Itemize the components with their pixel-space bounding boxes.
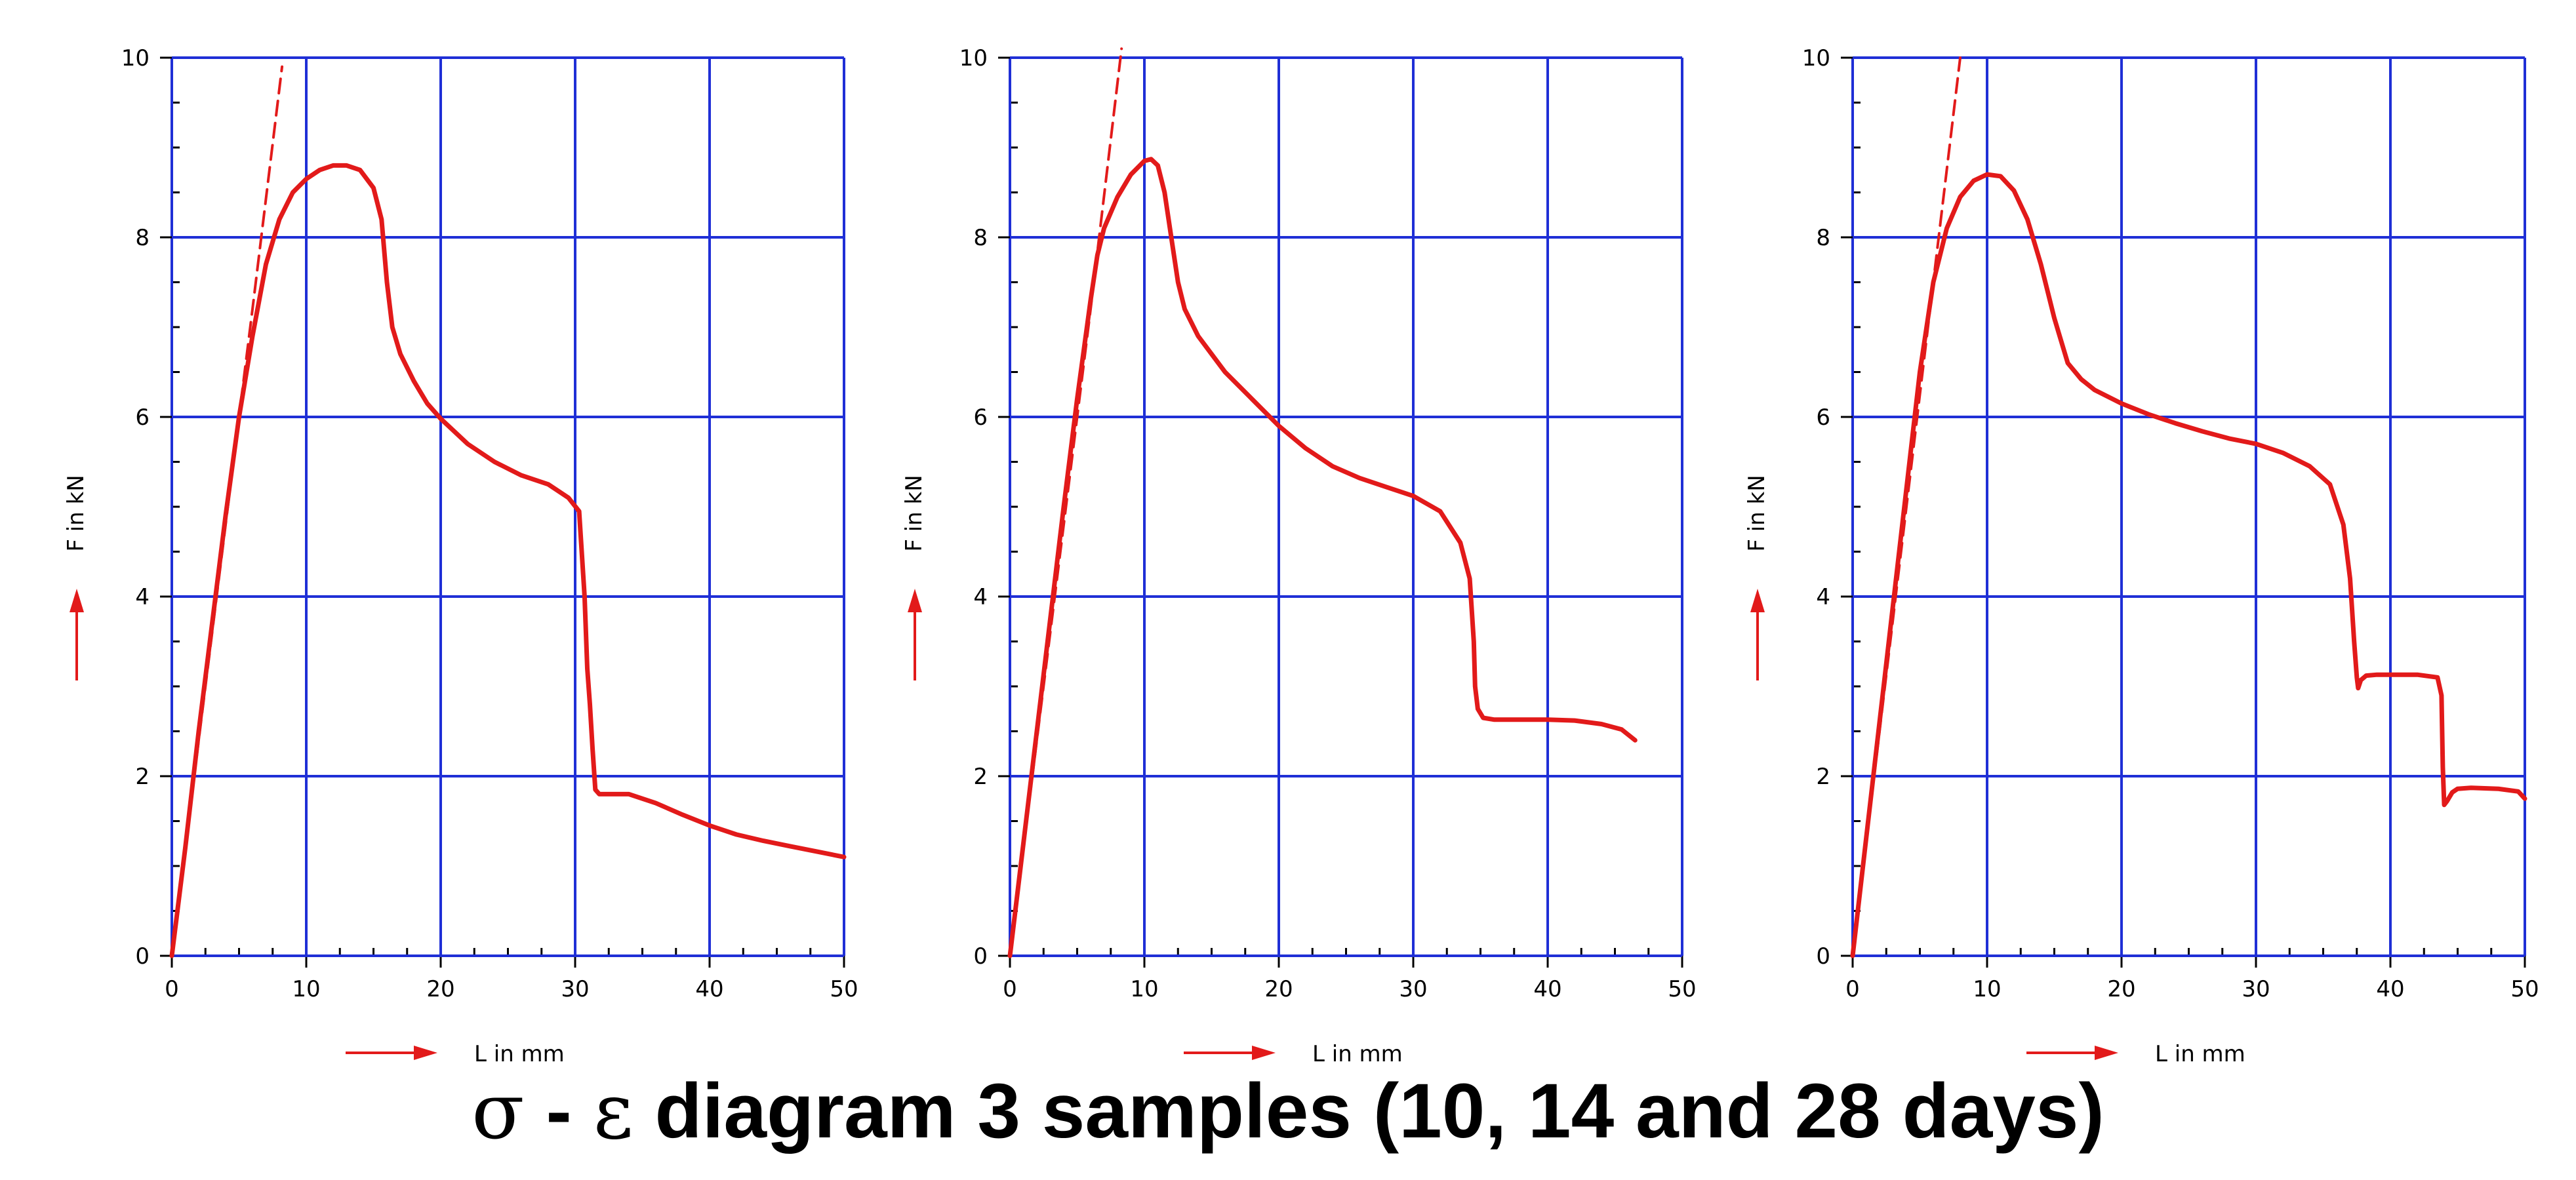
y-tick-label: 4 xyxy=(1816,584,1830,610)
y-axis-label: F in kN xyxy=(901,475,927,551)
y-tick-label: 2 xyxy=(973,764,988,790)
x-tick-label: 10 xyxy=(292,976,320,1002)
y-tick-label: 8 xyxy=(1816,225,1830,251)
x-tick-label: 40 xyxy=(695,976,723,1002)
x-tick-label: 30 xyxy=(2242,976,2270,1002)
y-axis-label: F in kN xyxy=(63,475,89,551)
x-tick-label: 10 xyxy=(1973,976,2001,1002)
x-axis-label: L in mm xyxy=(2155,1041,2245,1067)
caption-epsilon: ε xyxy=(593,1066,634,1156)
y-tick-label: 4 xyxy=(135,584,150,610)
caption-sigma: σ xyxy=(472,1066,525,1156)
x-axis-label: L in mm xyxy=(474,1041,565,1067)
caption-dash: - xyxy=(524,1068,594,1154)
y-tick-label: 6 xyxy=(135,404,150,431)
y-axis-label: F in kN xyxy=(1744,475,1770,551)
y-axis-arrow-head xyxy=(70,589,84,612)
x-tick-label: 50 xyxy=(830,976,858,1002)
x-tick-label: 20 xyxy=(2107,976,2135,1002)
x-tick-label: 50 xyxy=(2510,976,2539,1002)
x-tick-label: 20 xyxy=(1264,976,1293,1002)
force-extension-curve xyxy=(169,163,847,958)
elastic-tangent-line xyxy=(1009,47,1123,957)
y-tick-label: 10 xyxy=(121,45,150,71)
x-axis-arrow-head xyxy=(1252,1046,1276,1060)
y-tick-label: 2 xyxy=(1816,764,1830,790)
y-tick-label: 10 xyxy=(959,45,988,71)
y-tick-label: 10 xyxy=(1802,45,1830,71)
y-tick-label: 6 xyxy=(1816,404,1830,431)
chart-panel-3: 0 10 20 30 40 50 0 2 4 6 8 10 L in mm F in kN xyxy=(1744,45,2539,1067)
x-tick-label: 30 xyxy=(561,976,589,1002)
y-tick-label: 0 xyxy=(135,943,150,970)
x-tick-label: 10 xyxy=(1130,976,1158,1002)
y-tick-label: 8 xyxy=(135,225,150,251)
elastic-tangent-line xyxy=(171,65,284,957)
x-tick-label: 40 xyxy=(1533,976,1561,1002)
x-tick-label: 50 xyxy=(1668,976,1696,1002)
figure-caption: σ - ε diagram 3 samples (10, 14 and 28 d… xyxy=(0,1062,2576,1160)
x-axis-arrow-head xyxy=(414,1046,437,1060)
x-tick-label: 40 xyxy=(2376,976,2404,1002)
caption-text: diagram 3 samples (10, 14 and 28 days) xyxy=(633,1068,2104,1154)
force-extension-curve xyxy=(1007,157,1638,958)
elastic-tangent-line xyxy=(1851,56,1962,957)
chart-panel-2: 0 10 20 30 40 50 0 2 4 6 8 10 L in mm F in kN xyxy=(901,45,1697,1067)
y-tick-label: 4 xyxy=(973,584,988,610)
y-tick-label: 2 xyxy=(135,764,150,790)
y-tick-label: 8 xyxy=(973,225,988,251)
chart-panel-1: 0 10 20 30 40 50 0 2 4 6 8 10 L in mm F in kN xyxy=(63,45,858,1067)
x-axis-arrow-head xyxy=(2095,1046,2118,1060)
x-tick-label: 0 xyxy=(165,976,179,1002)
x-tick-label: 0 xyxy=(1003,976,1017,1002)
x-tick-label: 20 xyxy=(426,976,454,1002)
force-extension-curve xyxy=(1850,172,2527,958)
y-axis-arrow-head xyxy=(1750,589,1765,612)
x-tick-label: 30 xyxy=(1399,976,1427,1002)
y-axis-arrow-head xyxy=(908,589,922,612)
x-axis-label: L in mm xyxy=(1312,1041,1403,1067)
x-tick-label: 0 xyxy=(1845,976,1860,1002)
y-tick-label: 0 xyxy=(1816,943,1830,970)
y-tick-label: 0 xyxy=(973,943,988,970)
y-tick-label: 6 xyxy=(973,404,988,431)
